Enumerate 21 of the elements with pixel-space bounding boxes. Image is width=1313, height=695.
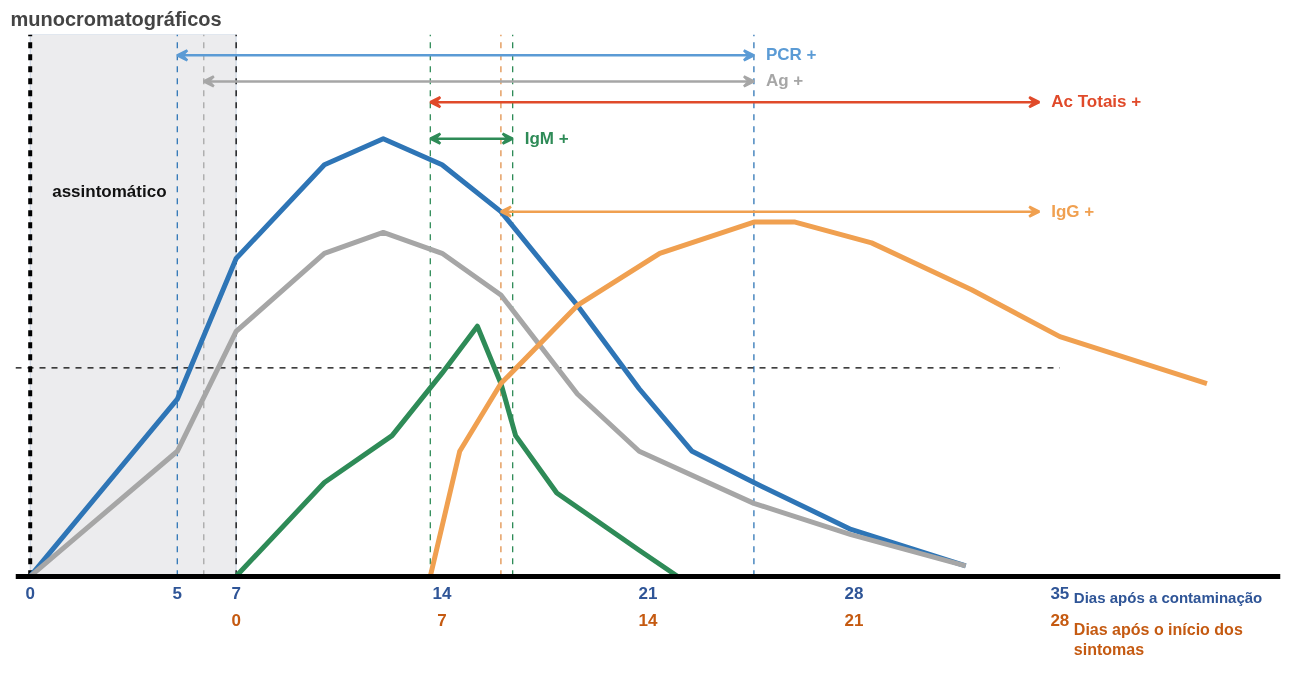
series-label: IgM + [524, 128, 569, 148]
series-label: PCR + [765, 45, 817, 65]
x-tick-label: 5 [172, 584, 183, 604]
series-label: Ag + [765, 71, 804, 91]
x-tick-label: 21 [638, 584, 658, 604]
x2-tick-label: 14 [638, 611, 658, 631]
x-axis-title: Dias após a contaminação [1073, 589, 1263, 607]
x-tick-label: 35 [1050, 584, 1070, 604]
x-tick-label: 14 [432, 584, 453, 604]
series-label: Ac Totais + [1051, 92, 1142, 112]
x2-tick-label: 7 [437, 611, 447, 631]
x-tick-label: 28 [844, 584, 864, 604]
band-label: assintomático [52, 182, 167, 202]
chart-title: munocromatográficos [10, 7, 222, 30]
x-tick-label: 0 [25, 584, 35, 604]
x-tick-label: 7 [231, 584, 241, 604]
series-label: IgG + [1051, 201, 1095, 221]
x2-tick-label: 0 [231, 611, 241, 631]
x2-tick-label: 21 [844, 611, 864, 631]
x2-axis-title: Dias após o início dos sintomas [1073, 620, 1243, 659]
x2-tick-label: 28 [1050, 611, 1070, 631]
